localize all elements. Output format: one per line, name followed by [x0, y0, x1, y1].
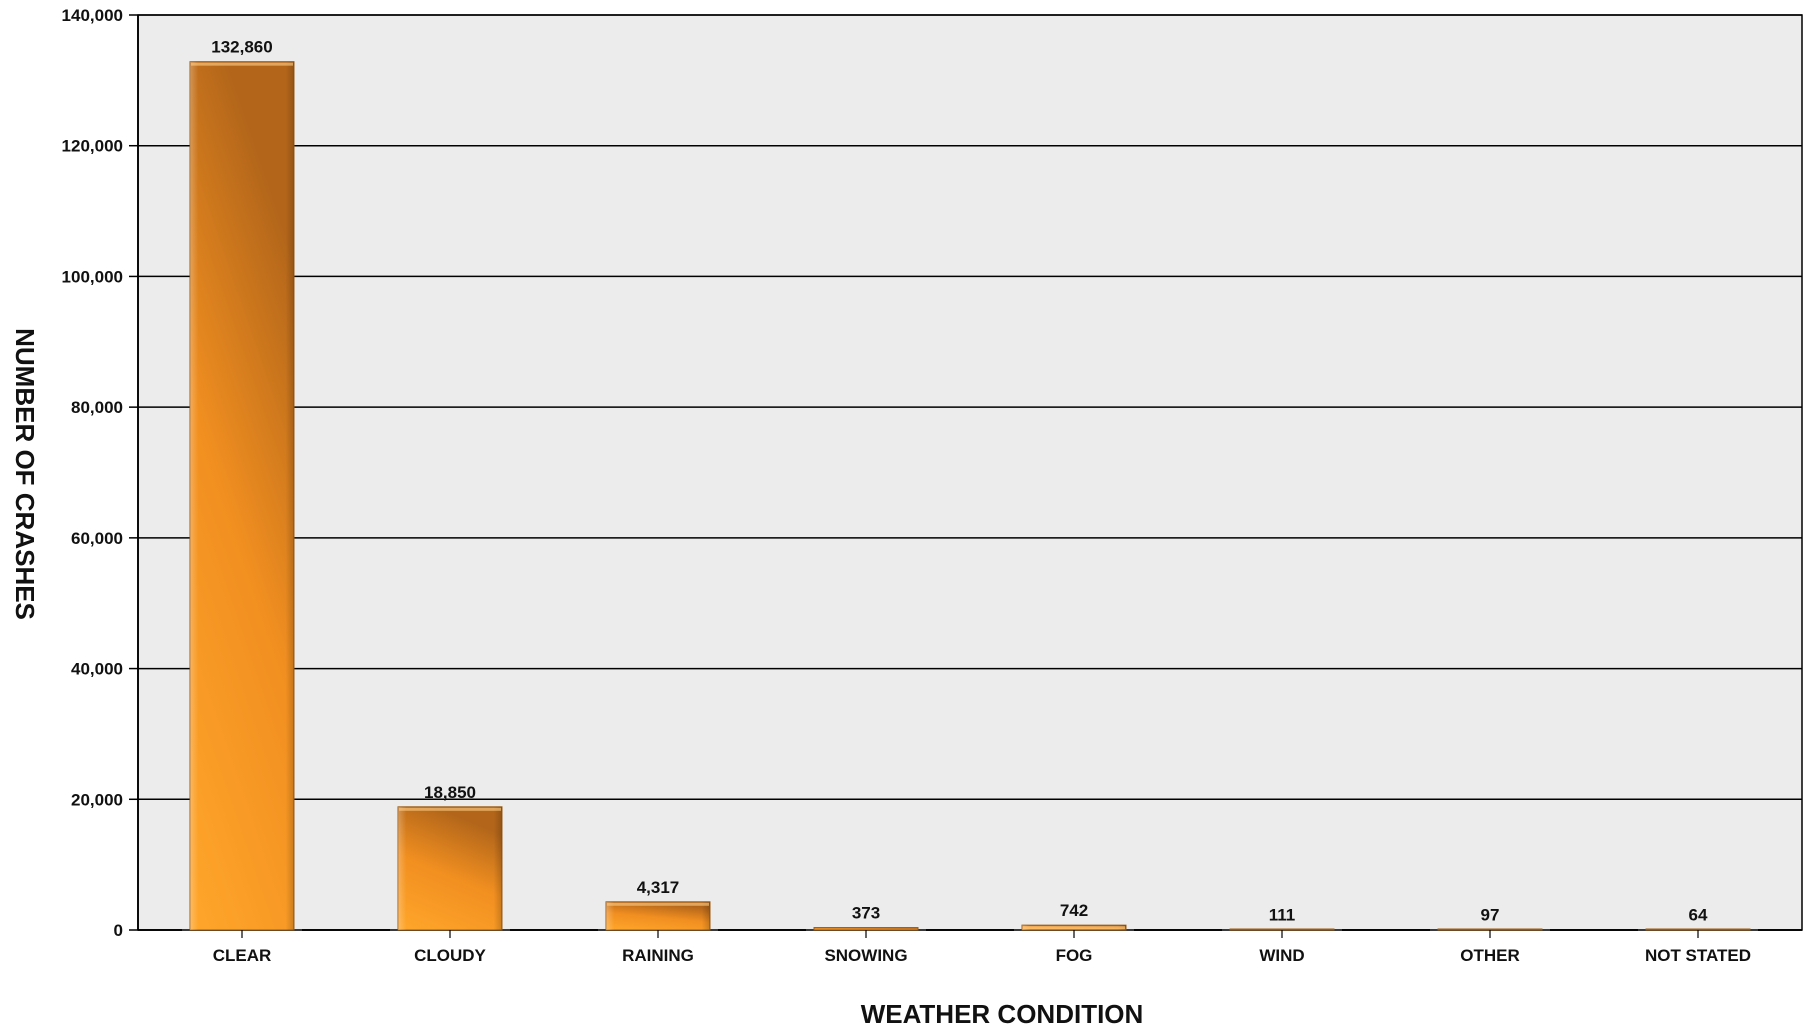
- y-tick-label: 40,000: [71, 660, 123, 679]
- y-tick-label: 0: [114, 921, 123, 940]
- x-tick-label: WIND: [1259, 946, 1304, 965]
- data-label: 4,317: [637, 878, 680, 897]
- bars: [182, 61, 1758, 931]
- bar-wind: [1229, 928, 1335, 931]
- y-tick-label: 100,000: [62, 267, 123, 286]
- x-tick-label: FOG: [1056, 946, 1093, 965]
- data-labels: 132,860 18,850 4,317 373 742 111 97 64: [211, 38, 1708, 925]
- data-label: 18,850: [424, 783, 476, 802]
- bar-not-stated: [1645, 928, 1751, 931]
- data-label: 132,860: [211, 38, 272, 57]
- data-label: 64: [1689, 906, 1708, 925]
- plot-area: [137, 14, 1803, 931]
- y-tick-label: 80,000: [71, 398, 123, 417]
- x-tick-label: SNOWING: [824, 946, 907, 965]
- data-label: 111: [1269, 905, 1296, 924]
- x-axis-ticks: CLEAR CLOUDY RAINING SNOWING FOG WIND OTHER NOT…: [213, 930, 1751, 965]
- data-label: 373: [852, 904, 880, 923]
- x-tick-label: NOT STATED: [1645, 946, 1751, 965]
- bar-bevel: [190, 61, 294, 931]
- x-tick-label: OTHER: [1460, 946, 1520, 965]
- data-label: 97: [1481, 905, 1500, 924]
- y-tick-label: 60,000: [71, 529, 123, 548]
- bar-other: [1437, 928, 1543, 931]
- x-tick-label: RAINING: [622, 946, 694, 965]
- x-tick-label: CLEAR: [213, 946, 272, 965]
- y-axis-title: NUMBER OF CRASHES: [10, 328, 40, 620]
- bar-top-highlight: [1023, 926, 1125, 929]
- y-tick-label: 140,000: [62, 6, 123, 25]
- data-label: 742: [1060, 901, 1088, 920]
- bar-top-highlight: [607, 902, 709, 906]
- x-axis-title: WEATHER CONDITION: [861, 999, 1144, 1029]
- bar-bevel: [606, 901, 710, 930]
- y-tick-label: 120,000: [62, 137, 123, 156]
- gridlines: [137, 14, 1802, 931]
- bar-bevel: [398, 806, 502, 930]
- y-tick-label: 20,000: [71, 790, 123, 809]
- x-tick-label: CLOUDY: [414, 946, 486, 965]
- bar-top-highlight: [191, 62, 293, 66]
- bar-top-highlight: [399, 807, 501, 811]
- y-axis-ticks: 0 20,000 40,000 60,000 80,000 100,000 120,000 1…: [62, 6, 138, 940]
- bar-snowing: [813, 927, 919, 931]
